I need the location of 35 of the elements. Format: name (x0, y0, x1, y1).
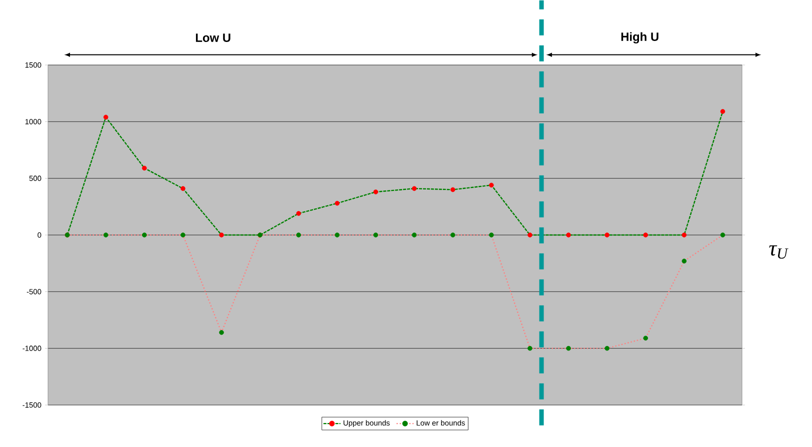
point (296, 211, 302, 216)
point (412, 186, 417, 191)
text: τ$_{U}$ (769, 245, 788, 259)
point (450, 232, 456, 238)
point (103, 114, 108, 120)
point (720, 109, 726, 114)
point (180, 232, 186, 238)
point (528, 346, 532, 351)
point (720, 232, 726, 238)
point (373, 232, 378, 238)
point (334, 200, 340, 206)
point (682, 258, 687, 264)
point (219, 330, 224, 335)
point (489, 232, 494, 238)
point (373, 190, 378, 194)
point (219, 232, 224, 238)
point (566, 346, 571, 351)
point (489, 182, 494, 188)
point (103, 232, 108, 238)
point (604, 232, 610, 238)
point (566, 232, 571, 238)
point (180, 186, 186, 191)
point (643, 336, 648, 341)
point (142, 166, 147, 171)
point (682, 232, 687, 238)
text: High U (621, 32, 658, 44)
point (450, 187, 456, 192)
point (643, 232, 648, 238)
point (142, 232, 147, 238)
point (604, 346, 610, 351)
point (334, 232, 340, 238)
text: Low U (196, 34, 230, 42)
point (296, 232, 302, 238)
point (412, 232, 417, 238)
point (528, 232, 532, 238)
